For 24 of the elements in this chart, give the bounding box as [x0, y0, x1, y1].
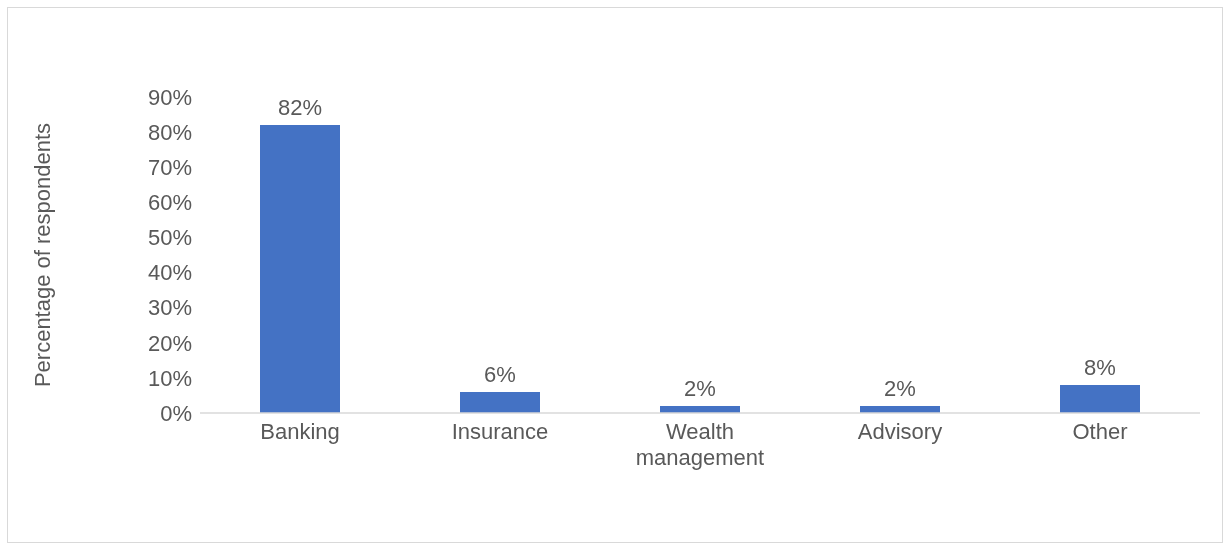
- data-label: 82%: [277, 95, 323, 121]
- y-tick-label: 90%: [147, 84, 192, 110]
- x-tick-label: Insurance: [451, 419, 549, 444]
- y-tick-label: 70%: [147, 155, 192, 181]
- y-tick-label: 0%: [160, 400, 192, 426]
- y-tick-label: 50%: [147, 225, 192, 251]
- bar: [1060, 384, 1140, 413]
- x-tick-label: Other: [1072, 419, 1128, 444]
- x-tick-label: Advisory: [857, 419, 943, 444]
- y-axis-title: Percentage of respondents: [29, 122, 55, 388]
- data-label: 8%: [1084, 354, 1116, 380]
- data-label: 2%: [884, 375, 916, 401]
- y-tick-label: 10%: [147, 365, 192, 391]
- y-tick-label: 30%: [147, 295, 192, 321]
- bar: [260, 125, 340, 413]
- data-label: 6%: [484, 361, 516, 387]
- y-tick-label: 20%: [147, 330, 192, 356]
- y-tick-label: 40%: [147, 260, 192, 286]
- data-label: 2%: [684, 375, 716, 401]
- y-tick-label: 80%: [147, 119, 192, 145]
- x-tick-label: Banking: [260, 419, 340, 444]
- x-tick-label: Wealth management: [635, 419, 765, 470]
- y-tick-label: 60%: [147, 190, 192, 216]
- bar: [460, 391, 540, 413]
